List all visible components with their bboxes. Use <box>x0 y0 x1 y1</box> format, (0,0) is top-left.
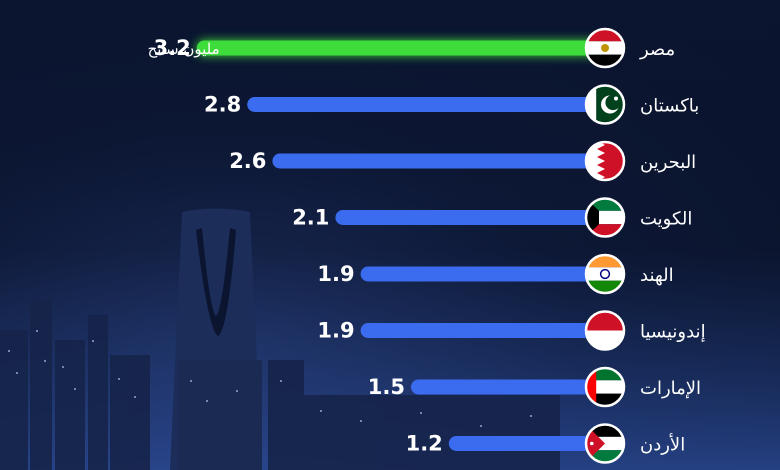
egypt-flag-icon <box>584 27 626 69</box>
india-flag-icon <box>584 253 626 295</box>
category-label: إندونيسيا <box>640 322 706 343</box>
category-label: مصر <box>639 39 675 60</box>
bar-row: 1.9 إندونيسيا <box>317 310 706 351</box>
bar-row: 1.5 الإمارات <box>368 366 701 408</box>
bar-value-label: 2.1 <box>292 206 329 230</box>
category-label: الأردن <box>640 434 685 456</box>
category-label: الهند <box>640 265 674 286</box>
uae-flag-icon <box>584 366 626 408</box>
jordan-flag-icon <box>584 423 626 464</box>
bar-value-label: 3.2 <box>154 36 191 60</box>
bar-value-label: 1.9 <box>317 319 354 343</box>
bar-value-label: 1.2 <box>406 432 443 456</box>
bar <box>360 323 600 338</box>
category-label: الكويت <box>640 209 692 230</box>
bar-value-label: 2.8 <box>204 93 241 117</box>
bar <box>272 153 600 169</box>
indonesia-flag-icon <box>584 310 626 351</box>
pakistan-flag-icon <box>584 84 626 125</box>
bar-value-label: 2.6 <box>229 149 266 173</box>
bar <box>360 266 600 282</box>
bar <box>247 97 600 112</box>
unit-label: مليون سائح <box>148 40 220 58</box>
bar-value-label: 1.5 <box>368 375 405 399</box>
category-label: البحرين <box>640 152 696 173</box>
bar-row: 2.6 البحرين <box>229 140 696 182</box>
kuwait-flag-icon <box>584 197 626 238</box>
bar <box>196 40 601 56</box>
bar-row: 1.2 الأردن <box>406 423 685 464</box>
bar <box>411 379 600 395</box>
bar <box>448 436 600 451</box>
bar-row: 2.1 الكويت <box>292 197 692 238</box>
bar-value-label: 1.9 <box>317 262 354 286</box>
bar <box>335 210 600 225</box>
bahrain-flag-icon <box>584 140 626 182</box>
bar-row: 2.8 باكستان <box>204 84 699 125</box>
bar-row: 1.9 الهند <box>317 253 674 295</box>
category-label: الإمارات <box>640 378 701 399</box>
category-label: باكستان <box>640 96 699 117</box>
